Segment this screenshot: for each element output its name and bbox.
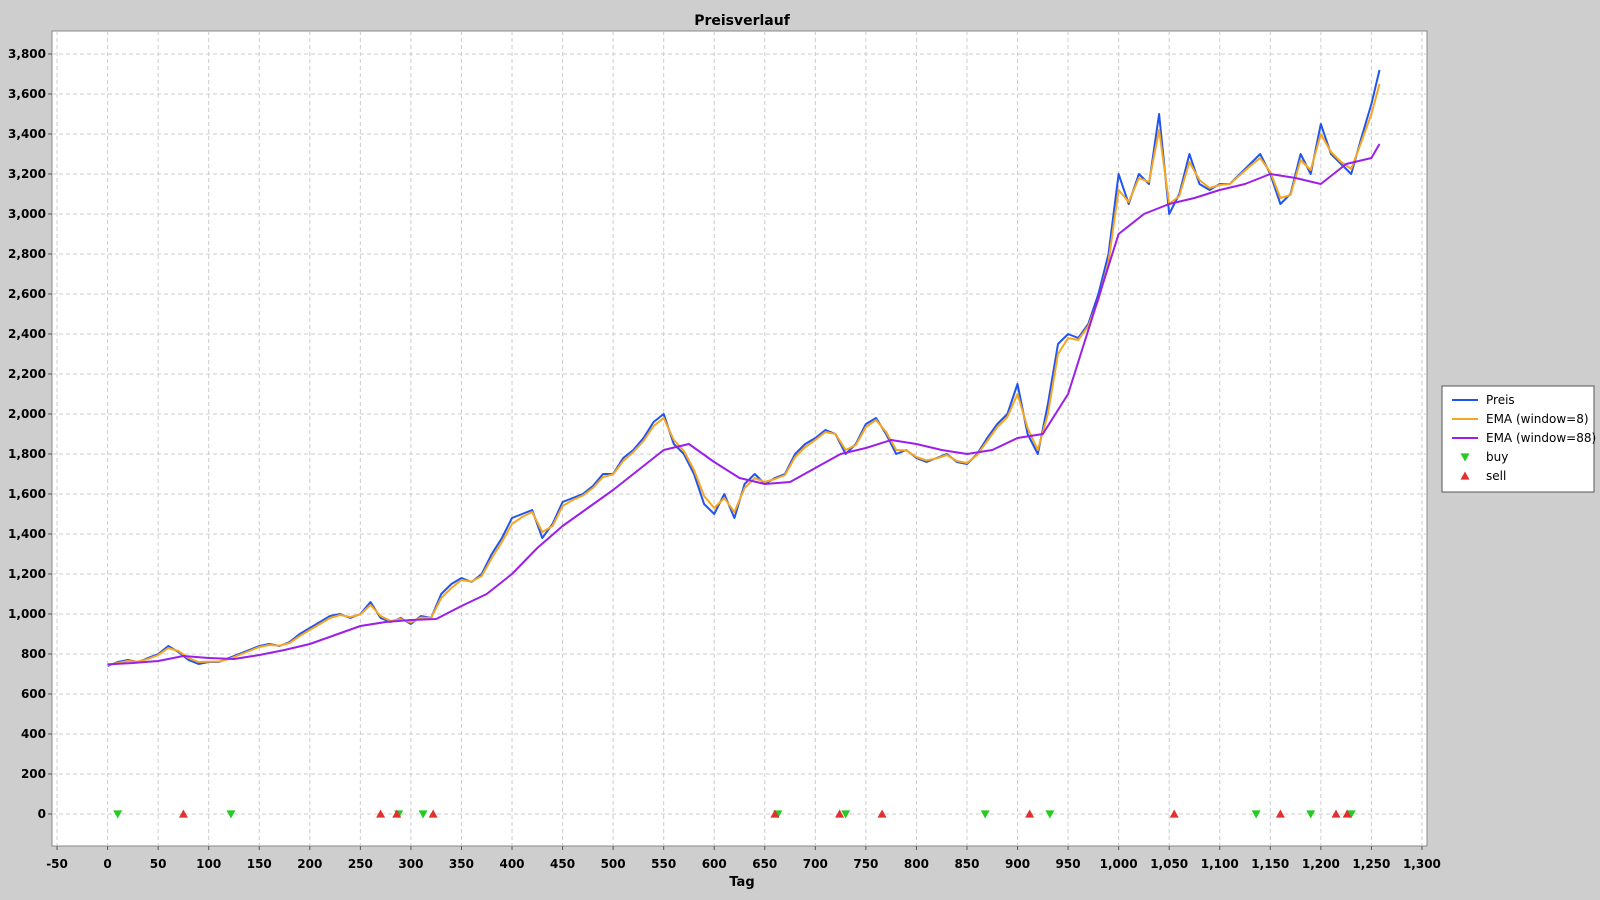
x-tick-label: 1,150 xyxy=(1251,857,1289,871)
plot-area xyxy=(51,30,1428,847)
sell-marker xyxy=(428,809,438,818)
series-buy xyxy=(113,810,1356,819)
sell-marker xyxy=(877,809,887,818)
y-tick-label: 1,200 xyxy=(8,567,46,581)
sell-marker xyxy=(1342,809,1352,818)
buy-marker xyxy=(841,810,851,819)
sell-marker xyxy=(178,809,188,818)
x-tick-label: 1,100 xyxy=(1201,857,1239,871)
buy-marker xyxy=(226,810,236,819)
legend-label: EMA (window=8) xyxy=(1486,412,1589,426)
x-axis-label: Tag xyxy=(729,875,754,890)
y-axis-ticks: 0 200 400 600 800 1,000 1,200 1,400 1,600 1,800 2,… xyxy=(8,47,52,821)
x-tick-label: 850 xyxy=(954,857,979,871)
legend-swatch xyxy=(1460,453,1470,462)
x-tick-label: 450 xyxy=(550,857,575,871)
sell-marker xyxy=(1331,809,1341,818)
sell-marker xyxy=(1025,809,1035,818)
x-tick-label: 800 xyxy=(904,857,929,871)
y-tick-label: 2,000 xyxy=(8,407,46,421)
y-tick-label: 3,800 xyxy=(8,47,46,61)
y-tick-label: 0 xyxy=(38,807,46,821)
x-tick-label: 400 xyxy=(499,857,524,871)
series-layer xyxy=(107,69,1381,819)
x-tick-label: 50 xyxy=(150,857,167,871)
buy-marker xyxy=(1346,810,1356,819)
x-tick-label: 1,250 xyxy=(1352,857,1390,871)
x-tick-label: 0 xyxy=(103,857,111,871)
sell-marker xyxy=(770,809,780,818)
y-tick-label: 3,400 xyxy=(8,127,46,141)
buy-marker xyxy=(980,810,990,819)
y-tick-label: 2,600 xyxy=(8,287,46,301)
buy-marker xyxy=(1306,810,1316,819)
x-tick-label: 700 xyxy=(803,857,828,871)
series-line xyxy=(107,69,1381,667)
y-tick-label: 3,200 xyxy=(8,167,46,181)
chart-title: Preisverlauf xyxy=(694,13,791,29)
x-tick-label: 500 xyxy=(601,857,626,871)
legend-label: sell xyxy=(1486,469,1506,483)
x-tick-label: 900 xyxy=(1005,857,1030,871)
x-tick-label: 950 xyxy=(1056,857,1081,871)
buy-marker xyxy=(418,810,428,819)
y-tick-label: 1,600 xyxy=(8,487,46,501)
x-tick-label: 550 xyxy=(651,857,676,871)
x-tick-label: 650 xyxy=(752,857,777,871)
sell-marker xyxy=(1275,809,1285,818)
legend-label: Preis xyxy=(1486,393,1515,407)
buy-marker xyxy=(113,810,123,819)
x-axis-ticks: -50 0 50 100 150 200 250 300 350 400 450 500 550 600 6… xyxy=(46,846,1441,871)
series-line xyxy=(107,143,1381,666)
y-tick-label: 200 xyxy=(21,767,46,781)
x-tick-label: -50 xyxy=(46,857,68,871)
y-tick-label: 800 xyxy=(21,647,46,661)
y-tick-label: 2,400 xyxy=(8,327,46,341)
x-tick-label: 1,050 xyxy=(1150,857,1188,871)
legend-label: EMA (window=88) xyxy=(1486,431,1596,445)
sell-marker xyxy=(1169,809,1179,818)
x-tick-label: 1,300 xyxy=(1403,857,1441,871)
sell-marker xyxy=(835,809,845,818)
x-tick-label: 600 xyxy=(702,857,727,871)
series-sell xyxy=(178,809,1352,818)
grid-lines xyxy=(52,31,1427,846)
x-tick-label: 1,200 xyxy=(1302,857,1340,871)
x-tick-label: 250 xyxy=(348,857,373,871)
y-tick-label: 2,800 xyxy=(8,247,46,261)
buy-marker xyxy=(1045,810,1055,819)
y-tick-label: 1,000 xyxy=(8,607,46,621)
series-ema-window-88 xyxy=(107,143,1381,666)
x-tick-label: 300 xyxy=(398,857,423,871)
y-tick-label: 400 xyxy=(21,727,46,741)
legend: Preis EMA (window=8) EMA (window=88) buy sel… xyxy=(1441,385,1596,493)
sell-marker xyxy=(376,809,386,818)
x-tick-label: 1,000 xyxy=(1100,857,1138,871)
x-tick-label: 150 xyxy=(247,857,272,871)
x-tick-label: 350 xyxy=(449,857,474,871)
y-tick-label: 3,600 xyxy=(8,87,46,101)
x-tick-label: 100 xyxy=(196,857,221,871)
buy-marker xyxy=(1251,810,1261,819)
y-tick-label: 1,400 xyxy=(8,527,46,541)
x-tick-label: 750 xyxy=(853,857,878,871)
sell-marker xyxy=(392,809,402,818)
x-tick-label: 200 xyxy=(297,857,322,871)
legend-label: buy xyxy=(1486,450,1508,464)
y-tick-label: 1,800 xyxy=(8,447,46,461)
legend-swatch xyxy=(1460,471,1470,480)
y-tick-label: 2,200 xyxy=(8,367,46,381)
y-tick-label: 600 xyxy=(21,687,46,701)
y-tick-label: 3,000 xyxy=(8,207,46,221)
series-preis xyxy=(107,69,1381,667)
